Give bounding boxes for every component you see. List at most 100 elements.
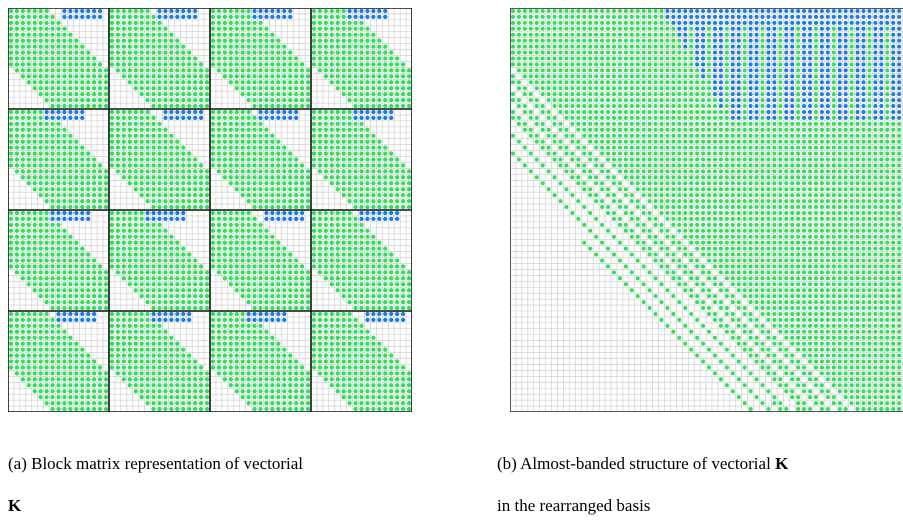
green-entry: [317, 115, 323, 121]
green-entry: [169, 234, 174, 239]
green-entry: [611, 68, 616, 73]
green-entry: [395, 74, 400, 79]
green-entry: [14, 216, 20, 222]
green-entry: [671, 62, 676, 67]
green-entry: [26, 32, 31, 37]
green-entry: [80, 68, 85, 73]
green-entry: [240, 181, 245, 186]
green-entry: [151, 276, 156, 281]
green-entry: [32, 44, 37, 49]
green-entry: [849, 50, 854, 55]
green-entry: [406, 86, 412, 91]
blue-entry: [802, 50, 807, 55]
green-entry: [92, 359, 97, 364]
blue-entry: [754, 50, 759, 55]
blue-entry: [74, 14, 79, 20]
green-entry: [406, 103, 412, 109]
green-entry: [264, 347, 269, 352]
green-entry: [371, 400, 376, 406]
blue-entry: [796, 8, 801, 13]
green-entry: [216, 234, 222, 239]
green-entry: [270, 86, 275, 91]
green-entry: [169, 335, 174, 340]
green-entry: [204, 270, 210, 275]
green-entry: [127, 234, 132, 239]
green-entry: [582, 26, 587, 31]
green-entry: [240, 169, 245, 174]
blue-entry: [754, 8, 759, 13]
green-entry: [163, 68, 168, 73]
green-entry: [62, 294, 67, 299]
blue-entry: [855, 50, 860, 55]
green-entry: [276, 38, 281, 43]
green-entry: [570, 26, 575, 31]
green-entry: [252, 329, 257, 334]
green-entry: [175, 56, 180, 61]
green-entry: [198, 86, 204, 91]
blue-entry: [766, 14, 771, 19]
green-entry: [849, 26, 854, 31]
green-entry: [594, 92, 599, 97]
green-entry: [38, 317, 43, 323]
green-entry: [127, 8, 132, 14]
green-entry: [570, 98, 575, 103]
green-entry: [299, 305, 305, 311]
green-entry: [175, 246, 180, 251]
green-entry: [329, 14, 334, 20]
green-entry: [849, 104, 854, 109]
green-entry: [264, 80, 269, 85]
green-entry: [222, 222, 227, 227]
green-entry: [216, 365, 222, 370]
green-entry: [133, 359, 138, 364]
green-entry: [222, 68, 227, 73]
green-entry: [127, 359, 132, 364]
blue-entry: [62, 216, 67, 222]
green-entry: [305, 175, 311, 180]
green-entry: [335, 169, 340, 174]
green-entry: [606, 14, 611, 19]
green-entry: [389, 169, 394, 174]
green-entry: [74, 198, 79, 204]
green-entry: [133, 264, 138, 269]
green-entry: [56, 26, 61, 31]
green-entry: [26, 62, 31, 67]
blue-entry: [68, 311, 73, 317]
green-entry: [659, 86, 664, 91]
green-entry: [371, 371, 376, 376]
green-entry: [258, 299, 263, 305]
green-entry: [50, 68, 55, 73]
green-entry: [92, 193, 97, 198]
green-entry: [689, 26, 694, 31]
green-entry: [588, 92, 593, 97]
green-entry: [44, 317, 49, 323]
green-entry: [210, 115, 216, 121]
green-entry: [240, 210, 245, 216]
green-entry: [588, 98, 593, 103]
blue-entry: [819, 56, 824, 61]
green-entry: [234, 56, 239, 61]
green-entry: [216, 353, 222, 358]
green-entry: [198, 400, 204, 406]
green-entry: [187, 74, 192, 79]
green-entry: [216, 14, 222, 20]
green-entry: [885, 68, 890, 73]
green-entry: [8, 246, 14, 251]
blue-entry: [754, 80, 759, 85]
blue-entry: [748, 8, 753, 13]
green-entry: [341, 92, 346, 97]
green-entry: [56, 145, 61, 150]
green-entry: [329, 371, 334, 376]
green-entry: [317, 210, 323, 216]
green-entry: [377, 246, 382, 251]
green-entry: [353, 329, 358, 334]
green-entry: [181, 198, 186, 204]
blue-entry: [97, 14, 103, 20]
green-entry: [38, 228, 43, 233]
green-entry: [74, 103, 79, 109]
green-entry: [629, 20, 634, 25]
green-entry: [139, 38, 144, 43]
green-entry: [406, 97, 412, 103]
green-entry: [175, 50, 180, 55]
green-entry: [371, 294, 376, 299]
green-entry: [157, 395, 162, 400]
